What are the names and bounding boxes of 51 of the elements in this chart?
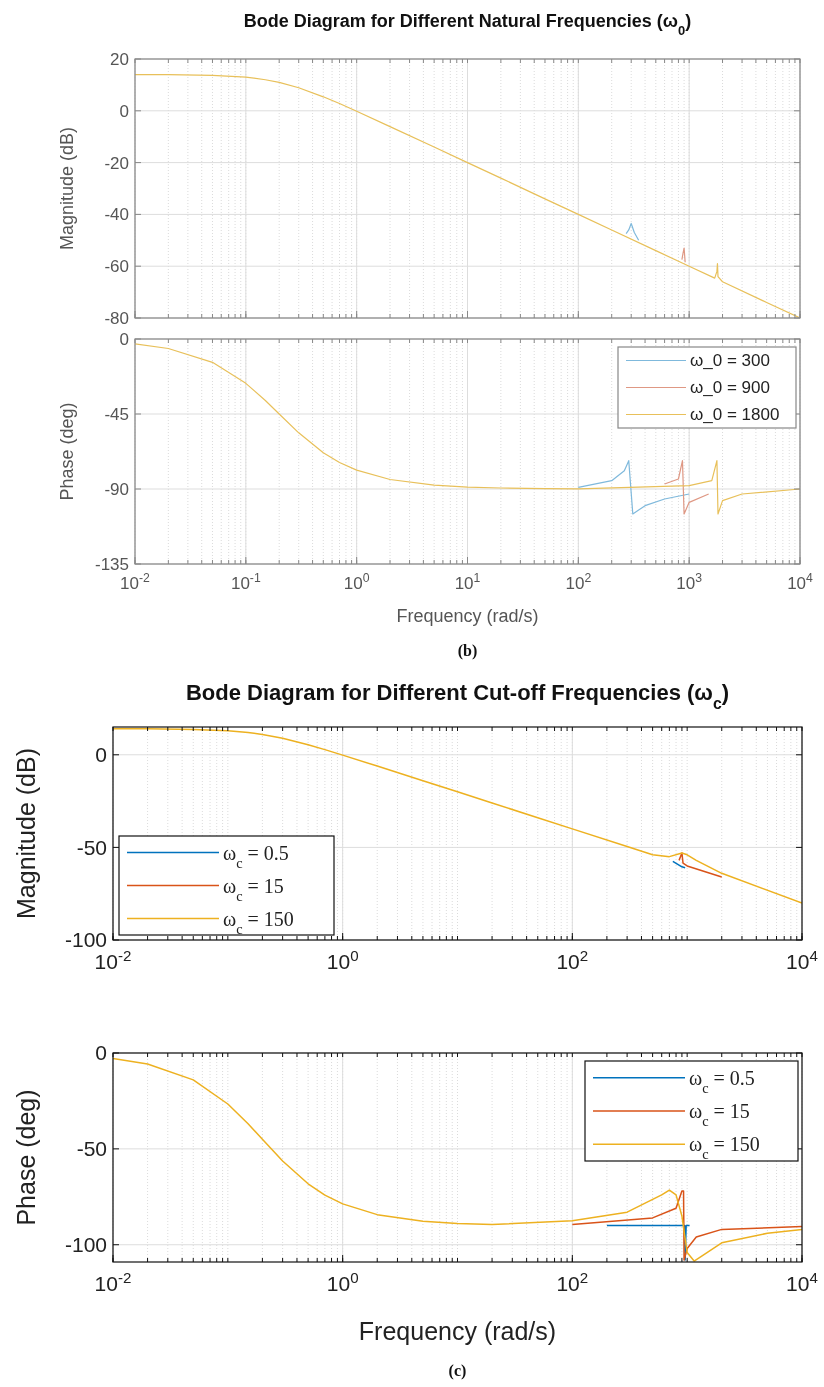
y-tick-label: -50: [76, 835, 107, 859]
y-axis-title: Magnitude (dB): [12, 748, 40, 919]
x-tick-label: 10$^{4}$: [786, 946, 818, 973]
x-tick-label: 10$^{4}$: [787, 571, 814, 593]
y-tick-label: -20: [104, 153, 129, 173]
y-tick-label: 0: [119, 329, 129, 349]
chart-title: Bode Diagram for Different Cut-off Frequencies (ω$_{c}$): [185, 680, 730, 712]
legend-label: ω$_{c}$ = 15: [223, 874, 284, 904]
x-tick-label: 10$^{-2}$: [94, 1268, 132, 1295]
x-tick-label: 10$^{-2}$: [120, 571, 151, 593]
x-tick-label: 10$^{2}$: [556, 946, 589, 973]
legend-label: ω_0 = 1800: [690, 405, 780, 425]
legend-label: ω_0 = 300: [690, 351, 770, 371]
x-tick-label: 10$^{0}$: [326, 946, 359, 973]
y-tick-label: -50: [76, 1137, 107, 1161]
line-series: [625, 222, 640, 241]
y-axis-title: Phase (deg): [57, 402, 77, 501]
text: (b): [457, 642, 478, 660]
y-tick-label: -45: [104, 404, 129, 424]
x-tick-label: 10$^{2}$: [556, 1268, 589, 1295]
legend-label: ω$_{c}$ = 15: [689, 1100, 750, 1129]
y-tick-label: -100: [64, 1233, 107, 1257]
line-series: [681, 247, 686, 263]
legend-label: ω$_{c}$ = 150: [223, 907, 294, 937]
legend-label: ω$_{c}$ = 150: [689, 1133, 760, 1163]
y-tick-label: -60: [104, 257, 129, 277]
x-tick-label: 10$^{-1}$: [230, 571, 261, 593]
y-axis-title: Phase (deg): [12, 1089, 40, 1226]
legend-label: ω$_{c}$ = 0.5: [689, 1066, 755, 1096]
x-tick-label: 10$^{0}$: [326, 1268, 359, 1295]
y-tick-label: 0: [119, 101, 129, 121]
x-tick-label: 10$^{4}$: [786, 1268, 818, 1295]
x-tick-label: 10$^{1}$: [454, 571, 481, 593]
x-tick-label: 10$^{3}$: [676, 571, 703, 593]
y-tick-label: 0: [95, 1041, 107, 1065]
y-tick-label: -80: [104, 308, 129, 328]
y-tick-label: 20: [110, 49, 129, 69]
x-axis-title: Frequency (rad/s): [396, 606, 539, 626]
text: (c): [448, 1362, 467, 1380]
legend-label: ω$_{c}$ = 0.5: [223, 841, 289, 871]
y-tick-label: -90: [104, 479, 129, 499]
line-series: [678, 852, 723, 878]
chart-title: Bode Diagram for Different Natural Frequencies (ω$_{0}$): [243, 11, 692, 38]
x-tick-label: 10$^{2}$: [565, 571, 592, 593]
x-axis-title: Frequency (rad/s): [358, 1317, 557, 1345]
x-tick-label: 10$^{0}$: [343, 571, 370, 593]
y-tick-label: 0: [95, 743, 107, 767]
y-tick-label: -40: [104, 205, 129, 225]
legend-label: ω_0 = 900: [690, 378, 770, 398]
y-tick-label: -135: [94, 554, 129, 574]
y-axis-title: Magnitude (dB): [57, 126, 77, 251]
